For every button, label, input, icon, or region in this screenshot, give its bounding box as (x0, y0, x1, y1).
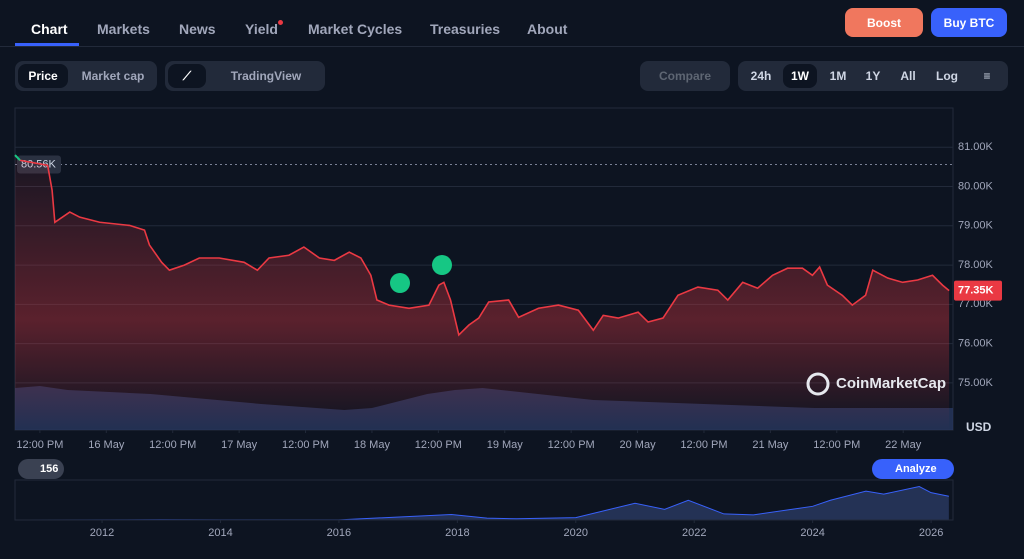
analyze-label[interactable]: Analyze (895, 463, 937, 475)
tab-underline (15, 43, 79, 46)
navigator-frame (14, 479, 954, 521)
navigator-tick-label: 2026 (919, 527, 943, 539)
x-tick-label: 12:00 PM (813, 439, 860, 451)
x-tick-label: 22 May (885, 439, 922, 451)
tab[interactable]: Markets (97, 21, 150, 37)
news-icon[interactable] (432, 255, 452, 275)
tab[interactable]: Market Cycles (308, 21, 403, 37)
x-tick-label: 12:00 PM (149, 439, 196, 451)
settings-button[interactable]: ≡ (983, 69, 991, 83)
currency: USD (966, 420, 992, 434)
range[interactable]: 1Y (865, 69, 881, 83)
x-tick-label: 19 May (487, 439, 524, 451)
watermark: CoinMarketCap (836, 375, 946, 392)
x-tick-label: 12:00 PM (415, 439, 462, 451)
range[interactable]: 1M (829, 69, 847, 83)
price-button[interactable]: Price (18, 64, 68, 88)
news-icon[interactable] (390, 273, 410, 293)
y-tick-label: 78.00K (958, 259, 994, 271)
start-segment (14, 154, 21, 161)
history-badge[interactable] (18, 459, 64, 479)
history-count: 156 (40, 463, 58, 475)
navigator-tick-label: 2018 (445, 527, 469, 539)
x-tick-label: 21 May (752, 439, 789, 451)
marketcap-button[interactable]: Market cap (81, 69, 145, 83)
price-line (14, 154, 950, 337)
y-tick-label: 79.00K (958, 220, 994, 232)
boost-button[interactable]: Boost (845, 8, 923, 37)
divider (0, 46, 1024, 47)
x-tick-label: 12:00 PM (548, 439, 595, 451)
y-tick-label: 77.00K (958, 298, 994, 310)
x-tick-label: 12:00 PM (282, 439, 329, 451)
dot (278, 20, 283, 25)
log-button[interactable]: Log (936, 69, 958, 83)
analyze-button[interactable] (872, 459, 954, 479)
tradingview-button[interactable]: TradingView (230, 69, 302, 83)
y-tick-label: 75.00K (958, 377, 994, 389)
navigator-tick-label: 2016 (327, 527, 351, 539)
navigator-tick-label: 2024 (800, 527, 824, 539)
range[interactable]: All (900, 69, 916, 83)
buy-button[interactable]: Buy BTC (931, 8, 1007, 37)
tab[interactable]: Treasuries (430, 21, 501, 37)
range[interactable]: 24h (750, 69, 772, 83)
navigator-tick-label: 2014 (208, 527, 232, 539)
y-tick-label: 81.00K (958, 141, 994, 153)
navigator-line (19, 486, 949, 521)
tab[interactable]: News (179, 21, 216, 37)
y-tick-label: 80.00K (958, 180, 994, 192)
price-area (15, 155, 950, 430)
x-tick-label: 20 May (620, 439, 657, 451)
x-tick-label: 12:00 PM (16, 439, 63, 451)
last-price-label: 77.35K (958, 285, 994, 297)
y-tick-label: 76.00K (958, 338, 994, 350)
navigator-tick-label: 2012 (90, 527, 114, 539)
navigator-tick-label: 2022 (682, 527, 706, 539)
range[interactable]: 1W (783, 64, 817, 88)
last-price-badge (954, 280, 1002, 301)
x-tick-label: 18 May (354, 439, 391, 451)
line-button[interactable]: ⟋ (168, 64, 206, 88)
x-tick-label: 12:00 PM (680, 439, 727, 451)
compare-button[interactable]: Compare (640, 61, 730, 91)
x-tick-label: 16 May (88, 439, 125, 451)
navigator-area (19, 486, 949, 520)
tab[interactable]: Chart (31, 21, 68, 37)
tab[interactable]: Yield (245, 21, 278, 37)
x-tick-label: 17 May (221, 439, 258, 451)
navigator-tick-label: 2020 (564, 527, 588, 539)
logo (806, 372, 830, 396)
tab[interactable]: About (527, 21, 568, 37)
